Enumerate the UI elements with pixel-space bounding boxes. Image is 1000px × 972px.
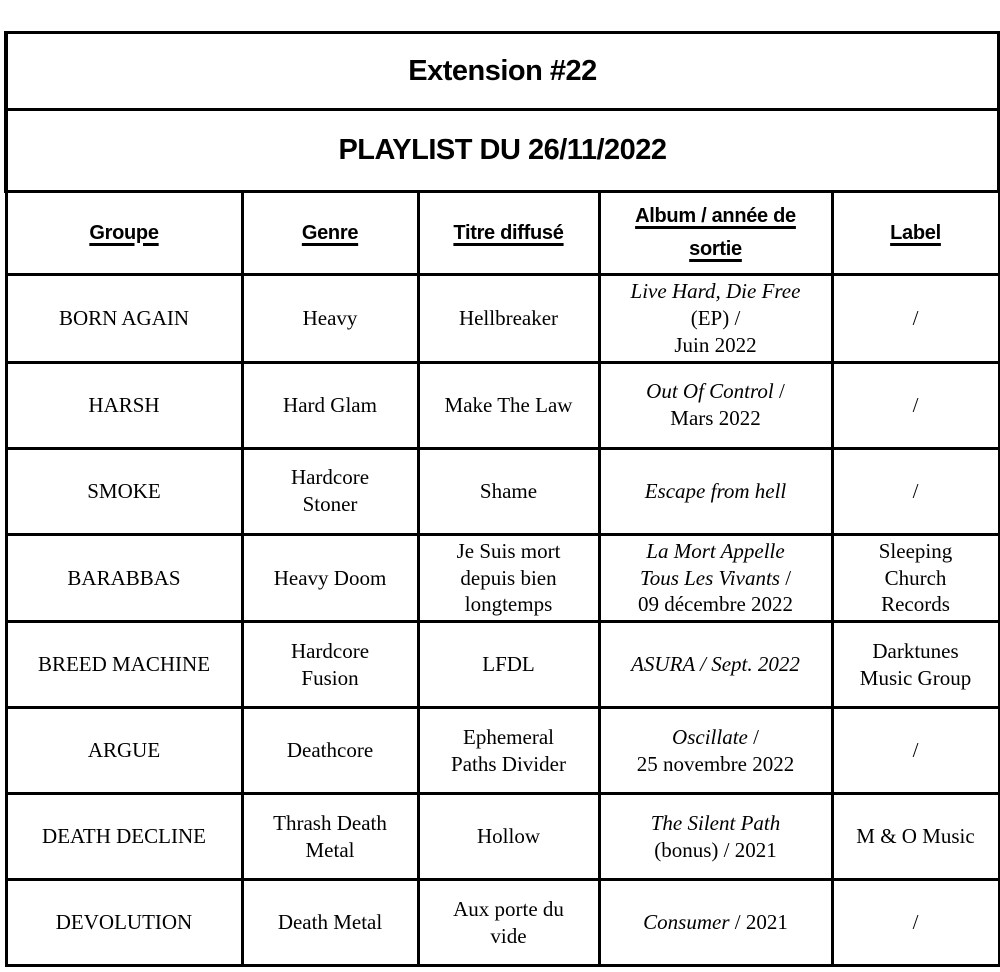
album-release-info: Mars 2022 [670, 406, 761, 431]
album-release-info: 09 décembre 2022 [637, 592, 794, 617]
cell-album-annee: La Mort Appelle Tous Les Vivants /09 déc… [597, 532, 834, 624]
cell-groupe: BORN AGAIN [4, 273, 244, 364]
cell-genre: Heavy [240, 273, 420, 364]
cell-album-annee: Out Of Control / Mars 2022 [597, 360, 834, 450]
cell-label: / [830, 360, 1000, 450]
album-title: Live Hard, Die Free [630, 279, 801, 303]
table-header-row: Groupe Genre Titre diffusé Album / année… [4, 190, 1000, 276]
album-title: The Silent Path [650, 810, 781, 835]
cell-label: M & O Music [830, 792, 1000, 882]
cell-groupe: DEVOLUTION [4, 878, 244, 968]
playlist-table: Extension #22 PLAYLIST DU 26/11/2022 Gro… [4, 31, 1000, 968]
cell-genre: Deathcore [240, 706, 420, 796]
table-row: DEATH DECLINE Thrash Death Metal Hollow … [4, 792, 1000, 882]
cell-groupe: BREED MACHINE [4, 620, 244, 710]
album-release-info: (bonus) / 2021 [654, 837, 777, 862]
page-subtitle: PLAYLIST DU 26/11/2022 [4, 108, 1000, 193]
table-row: DEVOLUTION Death Metal Aux porte du vide… [4, 878, 1000, 968]
album-separator: / [773, 379, 785, 404]
album-title: Oscillate [672, 724, 748, 749]
cell-groupe: HARSH [4, 360, 244, 450]
cell-genre: Thrash Death Metal [240, 792, 420, 882]
cell-titre-diffuse: Hollow [416, 792, 601, 882]
cell-genre: Hardcore Stoner [240, 446, 420, 536]
cell-album-annee: The Silent Path (bonus) / 2021 [597, 792, 834, 882]
cell-label: / [830, 878, 1000, 968]
cell-album-annee: ASURA / Sept. 2022 [597, 620, 834, 710]
title-row: Extension #22 [4, 31, 1000, 111]
cell-titre-diffuse: Je Suis mort depuis bien longtemps [416, 532, 601, 624]
cell-titre-diffuse: Make The Law [416, 360, 601, 450]
cell-label: Sleeping Church Records [830, 532, 1000, 624]
table-row: BARABBAS Heavy Doom Je Suis mort depuis … [4, 532, 1000, 624]
album-release-info: (EP) / Juin 2022 [674, 305, 757, 357]
cell-groupe: SMOKE [4, 446, 244, 536]
table-row: ARGUE Deathcore Ephemeral Paths Divider … [4, 706, 1000, 796]
cell-album-annee: Live Hard, Die Free (EP) / Juin 2022 [597, 273, 834, 364]
cell-titre-diffuse: Hellbreaker [416, 273, 601, 364]
album-title: ASURA / Sept. 2022 [631, 652, 800, 677]
cell-album-annee: Oscillate /25 novembre 2022 [597, 706, 834, 796]
cell-label: / [830, 273, 1000, 364]
cell-album-annee: Consumer / 2021 [597, 878, 834, 968]
column-header-titre-diffuse: Titre diffusé [416, 190, 601, 276]
album-title: Out Of Control [646, 379, 774, 404]
album-release-info: 25 novembre 2022 [636, 751, 795, 776]
cell-titre-diffuse: Shame [416, 446, 601, 536]
album-separator: / [747, 724, 759, 749]
cell-label: / [830, 446, 1000, 536]
cell-genre: Hardcore Fusion [240, 620, 420, 710]
cell-groupe: BARABBAS [4, 532, 244, 624]
cell-titre-diffuse: Ephemeral Paths Divider [416, 706, 601, 796]
column-header-genre: Genre [240, 190, 420, 276]
cell-titre-diffuse: LFDL [416, 620, 601, 710]
table-row: BORN AGAIN Heavy Hellbreaker Live Hard, … [4, 273, 1000, 364]
column-header-album-annee: Album / année de sortie [597, 190, 834, 276]
album-title: Consumer [643, 910, 730, 935]
cell-genre: Heavy Doom [240, 532, 420, 624]
cell-groupe: DEATH DECLINE [4, 792, 244, 882]
cell-album-annee: Escape from hell [597, 446, 834, 536]
table-row: HARSH Hard Glam Make The Law Out Of Cont… [4, 360, 1000, 450]
cell-label: Darktunes Music Group [830, 620, 1000, 710]
page-title: Extension #22 [4, 31, 1000, 111]
cell-groupe: ARGUE [4, 706, 244, 796]
table-row: BREED MACHINE Hardcore Fusion LFDL ASURA… [4, 620, 1000, 710]
album-title: La Mort Appelle Tous Les Vivants [639, 538, 785, 590]
cell-genre: Hard Glam [240, 360, 420, 450]
album-separator: / [779, 565, 792, 590]
column-header-groupe: Groupe [4, 190, 244, 276]
table-row: SMOKE Hardcore Stoner Shame Escape from … [4, 446, 1000, 536]
album-separator: / 2021 [729, 910, 788, 935]
column-header-label: Label [830, 190, 1000, 276]
album-title: Escape from hell [644, 478, 787, 503]
cell-titre-diffuse: Aux porte du vide [416, 878, 601, 968]
subtitle-row: PLAYLIST DU 26/11/2022 [4, 108, 1000, 193]
cell-genre: Death Metal [240, 878, 420, 968]
cell-label: / [830, 706, 1000, 796]
